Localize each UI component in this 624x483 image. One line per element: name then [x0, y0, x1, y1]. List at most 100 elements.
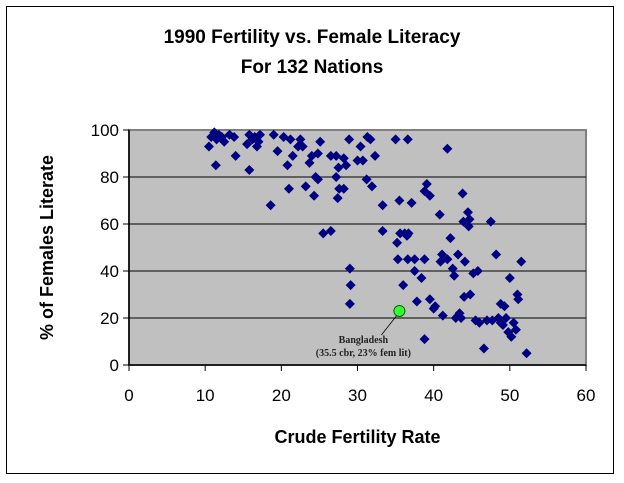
data-point-76	[419, 334, 430, 345]
x-tick-label-30: 30	[348, 386, 367, 405]
data-point-114	[506, 331, 517, 342]
data-point-82	[437, 310, 448, 321]
data-point-122	[409, 266, 420, 276]
data-point-56	[377, 200, 388, 211]
data-point-83	[442, 143, 453, 154]
data-point-52	[365, 134, 376, 145]
data-point-32	[315, 136, 326, 147]
data-point-31	[312, 148, 323, 159]
x-tick-label-60: 60	[577, 386, 596, 405]
data-point-57	[377, 226, 388, 237]
data-point-84	[442, 254, 453, 265]
data-point-89	[453, 249, 464, 260]
annotation-leader-line	[381, 315, 397, 336]
data-point-66	[402, 134, 413, 145]
y-tick-label-60: 60	[100, 215, 119, 234]
data-point-53	[361, 174, 372, 185]
data-point-34	[312, 174, 323, 185]
data-point-75	[424, 190, 435, 201]
data-point-50	[357, 155, 368, 166]
data-point-67	[406, 197, 417, 208]
x-axis-ticks: 0 10 20 30 40 50 60	[124, 365, 595, 405]
data-point-61	[392, 254, 403, 265]
data-point-126	[352, 155, 363, 166]
data-point-120	[521, 348, 532, 359]
data-point-54	[366, 181, 377, 192]
data-point-95	[459, 256, 470, 267]
data-point-68	[402, 254, 413, 265]
data-point-85	[445, 233, 456, 244]
data-point-70	[411, 296, 422, 307]
data-point-6	[219, 136, 230, 147]
data-point-127	[297, 141, 308, 152]
data-point-104	[481, 315, 492, 326]
data-point-115	[504, 273, 515, 284]
data-point-41	[332, 193, 343, 204]
data-point-38	[333, 162, 344, 173]
data-point-22	[285, 134, 296, 145]
data-point-30	[309, 190, 320, 201]
data-point-121	[398, 280, 409, 291]
data-point-72	[419, 254, 430, 265]
data-point-8	[210, 160, 221, 171]
annotation: Bangladesh (35.5 cbr, 23% fem lit)	[316, 315, 411, 359]
x-axis-title: Crude Fertility Rate	[274, 427, 440, 447]
y-tick-label-0: 0	[110, 356, 119, 375]
data-point-71	[416, 273, 427, 284]
y-tick-label-20: 20	[100, 309, 119, 328]
data-point-98	[464, 214, 475, 225]
data-point-99	[465, 289, 476, 300]
data-point-23	[283, 183, 294, 194]
data-point-77	[424, 294, 435, 305]
x-tick-label-40: 40	[424, 386, 443, 405]
data-point-87	[449, 270, 460, 281]
data-point-81	[437, 249, 448, 260]
data-point-58	[390, 134, 401, 145]
data-point-36	[325, 150, 336, 161]
data-point-112	[501, 313, 512, 323]
x-tick-label-20: 20	[272, 386, 291, 405]
data-point-96	[462, 207, 473, 218]
y-axis-title: % of Females Literate	[37, 155, 57, 340]
highlight-point-bangladesh	[393, 304, 406, 317]
data-point-35	[318, 228, 329, 239]
y-axis-ticks: 0 20 40 60 80 100	[91, 121, 129, 375]
x-tick-label-0: 0	[124, 386, 133, 405]
data-point-10	[242, 139, 253, 150]
x-tick-label-50: 50	[500, 386, 519, 405]
data-point-9	[230, 150, 241, 161]
chart-title: 1990 Fertility vs. Female Literacy	[163, 27, 461, 48]
data-points	[203, 127, 532, 359]
data-point-102	[474, 317, 485, 328]
y-tick-label-40: 40	[100, 262, 119, 281]
data-point-15	[244, 164, 255, 175]
plot-area	[128, 129, 587, 366]
data-point-46	[344, 263, 355, 274]
data-point-130	[495, 298, 506, 309]
data-point-103	[478, 343, 489, 354]
annotation-label-name: Bangladesh	[339, 335, 389, 346]
data-point-86	[447, 263, 458, 274]
data-point-74	[421, 179, 432, 190]
data-point-128	[253, 136, 264, 147]
data-point-18	[268, 129, 279, 140]
y-tick-label-100: 100	[91, 121, 119, 140]
data-point-45	[338, 183, 349, 194]
data-point-131	[512, 289, 523, 300]
data-point-129	[229, 132, 240, 143]
data-point-55	[370, 150, 381, 161]
data-point-49	[355, 141, 366, 152]
data-point-125	[472, 266, 483, 276]
data-point-97	[463, 221, 474, 232]
data-point-17	[265, 200, 276, 211]
y-tick-label-80: 80	[100, 168, 119, 187]
data-point-69	[409, 254, 420, 265]
data-point-14	[255, 129, 266, 140]
data-point-44	[344, 134, 355, 145]
data-point-48	[344, 298, 355, 309]
x-tick-label-10: 10	[196, 386, 215, 405]
data-point-19	[272, 146, 283, 157]
data-point-60	[392, 237, 403, 248]
data-point-47	[345, 280, 356, 291]
